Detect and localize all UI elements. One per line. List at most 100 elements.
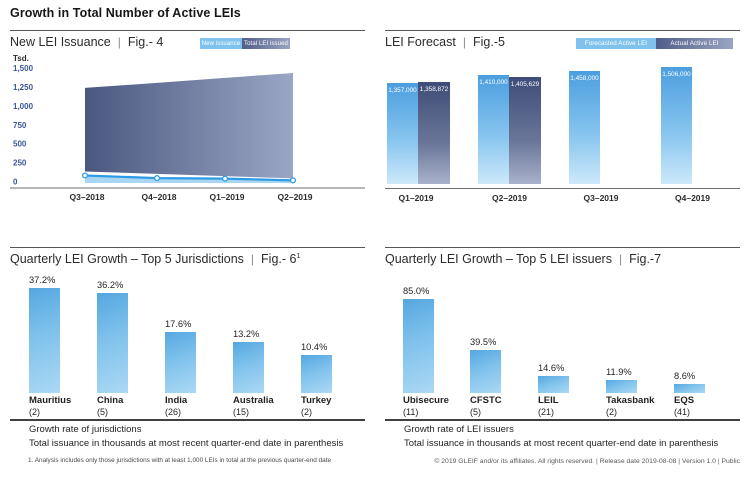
fig5-category-labels: Q1–2019 Q2–2019 Q3–2019 Q4–2019 [385, 193, 740, 205]
data-point-marker [289, 177, 297, 184]
percentage-bar [606, 380, 637, 393]
bar-value-label: 10.4% [301, 342, 328, 352]
forecast-bar-value: 1,357,000 [388, 87, 417, 94]
category-name: EQS [674, 395, 695, 406]
y-tick-label: 500 [13, 140, 27, 149]
x-category-label: Q2–2019 [492, 193, 527, 203]
fig6-title-text: Quarterly LEI Growth – Top 5 Jurisdictio… [10, 252, 244, 266]
percentage-bar [674, 384, 705, 393]
percentage-bar [29, 288, 60, 393]
new-issuance-line [84, 174, 294, 182]
category-name: CFSTC [470, 395, 502, 406]
issuers-bar-chart: 85.0% Ubisecure (11) 39.5% CFSTC (5) 14.6% LEIL… [385, 285, 740, 417]
title-divider: | [250, 252, 255, 266]
divider-line-bottom-left [10, 247, 365, 248]
percentage-bar [301, 355, 332, 393]
x-category-label: Q3–2018 [70, 192, 105, 202]
category-count: (2) [301, 407, 312, 417]
y-tick-label: 1,000 [13, 102, 34, 111]
data-point-marker [81, 172, 89, 179]
category-count: (11) [403, 407, 419, 417]
category-name: LEIL [538, 395, 559, 406]
divider-line-top-left [10, 30, 365, 31]
percentage-bar [165, 332, 196, 393]
x-category-label: Q1–2019 [210, 192, 245, 202]
forecast-bar [569, 71, 600, 184]
category-name: Takasbank [606, 395, 655, 406]
actual-bar [418, 82, 450, 184]
bar-value-label: 14.6% [538, 363, 565, 373]
total-lei-issued-area [85, 73, 293, 179]
bar-value-label: 11.9% [606, 367, 632, 377]
fig7-fig-label: Fig.-7 [629, 252, 662, 266]
fig5-panel-title: LEI Forecast | Fig.-5 [385, 35, 505, 49]
fig7-notes: Growth rate of LEI issuers Total issuanc… [404, 423, 718, 450]
fig7-note-line2: Total issuance in thousands at most rece… [404, 437, 719, 449]
percentage-bar [538, 376, 569, 393]
x-category-label: Q4–2019 [675, 193, 710, 203]
divider-line-top-right [385, 30, 740, 31]
copyright-footer: © 2019 GLEIF and/or its affiliates. All … [434, 458, 740, 465]
category-count: (5) [470, 407, 481, 417]
bar-value-label: 36.2% [97, 280, 124, 290]
legend-item-actual-active-lei: Actual Active LEI [656, 38, 733, 49]
y-tick-label: 250 [13, 159, 27, 168]
percentage-bar [233, 342, 264, 393]
fig4-title-text: New LEI Issuance [10, 35, 111, 49]
category-count: (21) [538, 407, 555, 417]
jurisdictions-bar-chart: 37.2% Mauritius (2) 36.2% China (5) 17.6% India… [10, 275, 365, 417]
legend-item-total-lei-issued: Total LEI issued [242, 38, 290, 49]
category-count: (15) [233, 407, 250, 417]
title-divider: | [117, 35, 121, 49]
divider-line-bottom-right [385, 247, 740, 248]
fig5-fig-label: Fig.-5 [473, 35, 505, 49]
category-count: (26) [165, 407, 182, 417]
bar-value-label: 39.5% [470, 337, 497, 347]
page-title: Growth in Total Number of Active LEIs [10, 6, 241, 20]
y-tick-label: 0 [13, 178, 18, 187]
actual-bar-value: 1,358,872 [419, 86, 449, 93]
x-category-label: Q2–2019 [278, 192, 313, 202]
y-tick-label: 750 [13, 121, 27, 130]
category-name: India [165, 395, 188, 406]
fig6-note-line2: Total issuance in thousands at most rece… [29, 437, 344, 449]
fig6-fig-label: Fig.- 6 [261, 252, 297, 266]
fig4-fig-label: Fig.- 4 [127, 35, 164, 49]
category-name: Ubisecure [403, 395, 449, 406]
category-count: (2) [29, 407, 40, 417]
fig5-legend: Forecasted Active LEI Actual Active LEI [576, 38, 733, 49]
actual-bar [509, 77, 541, 184]
bar-value-label: 13.2% [233, 329, 260, 339]
category-count: (2) [606, 407, 617, 417]
percentage-bar [403, 299, 434, 393]
title-divider: | [462, 35, 466, 49]
legend-item-forecasted-active-lei: Forecasted Active LEI [576, 38, 656, 49]
fig7-title-text: Quarterly LEI Growth – Top 5 LEI issuers [385, 252, 612, 266]
fig5-title-text: LEI Forecast [385, 35, 456, 49]
forecast-bar [387, 83, 418, 184]
actual-bar-value: 1,405,629 [510, 81, 540, 88]
category-name: China [97, 395, 124, 406]
bar-value-label: 8.6% [674, 371, 696, 381]
fig6-bottom-rule [10, 419, 365, 421]
category-count: (5) [97, 407, 108, 417]
forecast-bar-value: 1,410,000 [479, 79, 508, 86]
data-point-marker [153, 175, 161, 182]
new-lei-issuance-area-chart: Tsd.1,500 1,250 1,000 750 500 250 0 Q3–2018 Q4–2… [10, 54, 365, 202]
forecast-bar [661, 67, 692, 184]
fig5-x-axis [385, 188, 740, 189]
fig7-note-line1: Growth rate of LEI issuers [404, 424, 514, 435]
percentage-bar [470, 350, 501, 393]
bar-value-label: 37.2% [29, 275, 56, 285]
x-category-label: Q4–2018 [142, 192, 177, 202]
percentage-bar [97, 293, 128, 393]
bar-value-label: 17.6% [165, 319, 192, 329]
lei-forecast-bar-chart: 1,357,000 1,358,872 1,410,000 1,405,629 1,45… [385, 56, 740, 184]
fig7-panel-title: Quarterly LEI Growth – Top 5 LEI issuers… [385, 252, 661, 266]
category-name: Turkey [301, 395, 332, 406]
category-count: (41) [674, 407, 691, 417]
fig6-footnote-marker: 1 [296, 252, 301, 260]
category-name: Australia [233, 395, 274, 406]
y-tick-label: 1,250 [13, 83, 34, 92]
